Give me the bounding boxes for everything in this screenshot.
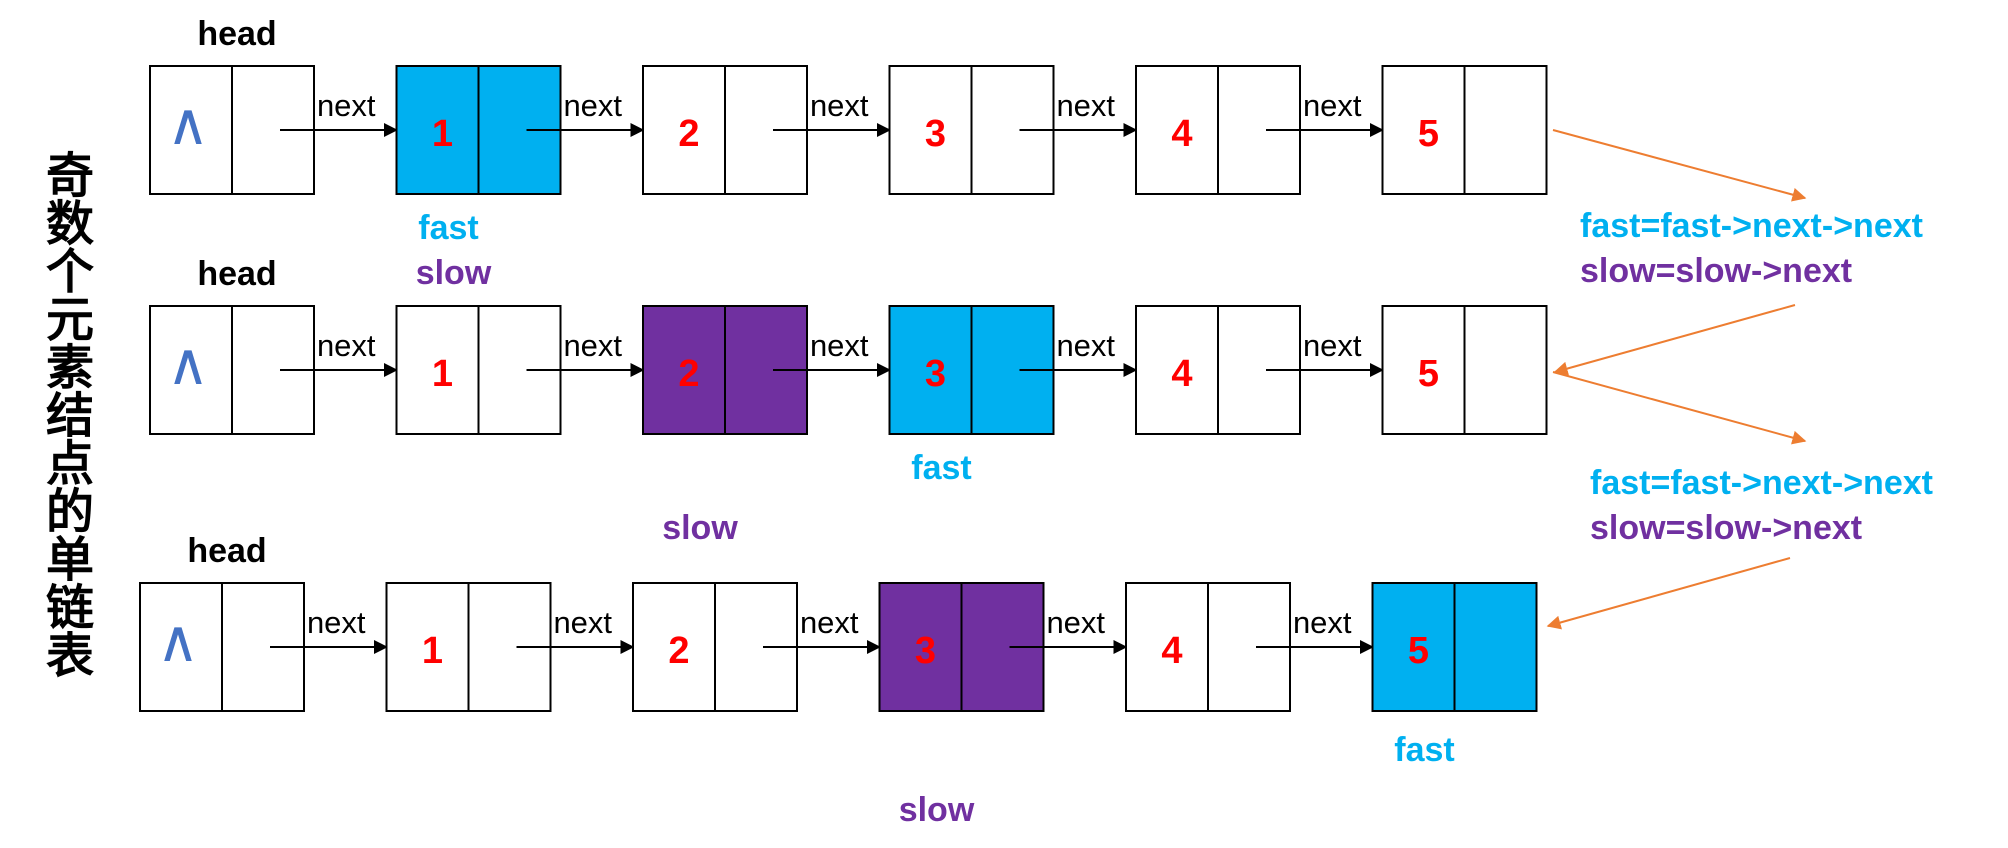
head-label: head [197,15,276,53]
slow-pointer-label: slow [899,791,975,829]
node-value: 5 [1408,630,1429,672]
null-symbol: ∧ [167,330,209,398]
node-data-cell [1135,65,1219,195]
fast-step-code: fast=fast->next->next [1590,464,1933,502]
next-label: next [307,605,366,640]
node-value: 3 [925,113,946,155]
node-next-cell [1453,582,1538,712]
node-data-cell [642,65,726,195]
next-label: next [1056,88,1115,123]
next-label: next [810,328,869,363]
next-label: next [317,88,376,123]
node-data-cell [1135,305,1219,435]
node-value: 2 [668,630,689,672]
transition-arrow [1552,129,1807,202]
head-label: head [187,532,266,570]
fast-pointer-label: fast [911,449,971,487]
slow-step-code: slow=slow->next [1580,252,1852,290]
next-label: next [1303,328,1362,363]
fast-step-code: fast=fast->next->next [1580,207,1923,245]
fast-pointer-label: fast [418,209,478,247]
head-node-data-cell [149,65,233,195]
node-data-cell [632,582,716,712]
node-data-cell [1371,582,1456,712]
transition-arrow [1546,557,1791,630]
node-value: 4 [1161,630,1182,672]
node-data-cell [385,582,470,712]
next-label: next [810,88,869,123]
next-label: next [563,328,622,363]
node-value: 3 [925,353,946,395]
head-node-data-cell [149,305,233,435]
fast-pointer-label: fast [1394,731,1454,769]
next-label: next [800,605,859,640]
node-value: 5 [1418,353,1439,395]
slow-pointer-label: slow [662,509,738,547]
node-data-cell [888,305,973,435]
transition-arrow [1553,304,1796,376]
next-label: next [1293,605,1352,640]
null-symbol: ∧ [167,90,209,158]
node-value: 4 [1171,113,1192,155]
node-value: 1 [432,113,453,155]
node-data-cell [1381,65,1466,195]
node-value: 5 [1418,113,1439,155]
node-data-cell [888,65,973,195]
node-next-cell [1463,65,1548,195]
node-value: 2 [678,353,699,395]
diagram-title: 奇数个元素结点的单链表 [37,150,93,678]
next-label: next [1046,605,1105,640]
slow-pointer-label: slow [416,254,492,292]
node-data-cell [642,305,726,435]
node-value: 1 [432,353,453,395]
next-label: next [1303,88,1362,123]
next-label: next [553,605,612,640]
node-data-cell [395,65,480,195]
next-label: next [317,328,376,363]
node-next-cell [1463,305,1548,435]
next-label: next [563,88,622,123]
node-value: 4 [1171,353,1192,395]
node-data-cell [1381,305,1466,435]
node-data-cell [1125,582,1209,712]
transition-arrow [1552,371,1807,445]
slow-step-code: slow=slow->next [1590,509,1862,547]
node-value: 1 [422,630,443,672]
head-label: head [197,255,276,293]
null-symbol: ∧ [157,607,199,675]
node-value: 2 [678,113,699,155]
node-value: 3 [915,630,936,672]
next-label: next [1056,328,1115,363]
